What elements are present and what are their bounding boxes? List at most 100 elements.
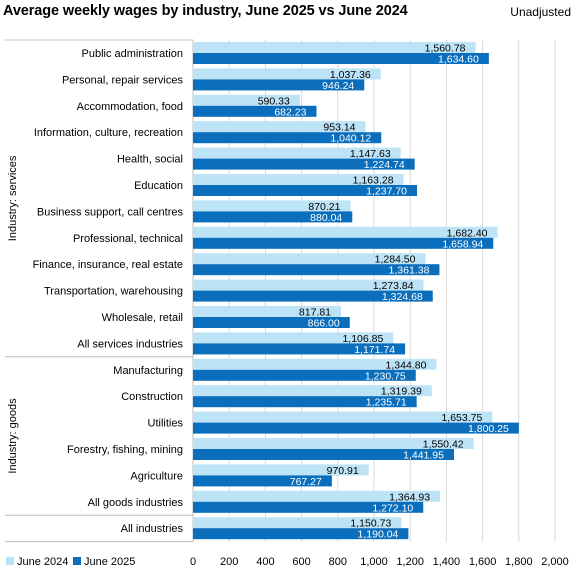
- data-label-june-2025: 866.00: [308, 318, 340, 330]
- category-label: Construction: [121, 391, 183, 403]
- data-label-june-2024: 1,560.78: [425, 43, 466, 55]
- data-label-june-2024: 1,653.75: [441, 412, 482, 424]
- data-label-june-2024: 1,147.63: [350, 148, 391, 160]
- bar-june-2025: [193, 343, 406, 355]
- bar-june-2025: [193, 237, 494, 249]
- data-label-june-2025: 1,230.75: [365, 370, 406, 382]
- category-label: Wholesale, retail: [102, 312, 183, 324]
- category-label: Personal, repair services: [62, 74, 184, 86]
- bar-june-2025: [193, 105, 317, 117]
- bar-june-2025: [193, 158, 415, 170]
- data-label-june-2024: 817.81: [299, 307, 331, 319]
- data-label-june-2024: 1,364.93: [389, 491, 430, 503]
- data-label-june-2025: 1,441.95: [403, 450, 444, 462]
- bar-june-2024: [193, 385, 432, 397]
- data-label-june-2025: 1,171.74: [354, 344, 395, 356]
- data-label-june-2024: 590.33: [258, 95, 290, 107]
- data-label-june-2024: 970.91: [327, 465, 359, 477]
- bar-june-2025: [193, 422, 519, 434]
- bar-june-2024: [193, 306, 342, 317]
- data-label-june-2025: 1,634.60: [438, 54, 479, 66]
- x-tick-label: 0: [190, 556, 196, 568]
- bar-june-2024: [193, 464, 369, 476]
- data-label-june-2025: 682.23: [274, 106, 306, 118]
- bar-june-2024: [193, 147, 401, 159]
- bar-june-2025: [193, 528, 409, 540]
- data-label-june-2024: 1,106.85: [342, 333, 383, 345]
- bar-june-2024: [193, 94, 300, 106]
- category-label: All services industries: [77, 338, 183, 350]
- data-label-june-2025: 1,361.38: [389, 265, 430, 277]
- bar-june-2025: [193, 369, 416, 381]
- data-label-june-2024: 870.21: [308, 201, 340, 213]
- category-label: Business support, call centres: [37, 206, 184, 218]
- data-label-june-2024: 1,344.80: [386, 359, 427, 371]
- x-tick-label: 1,800: [505, 556, 533, 568]
- data-label-june-2025: 1,324.68: [382, 291, 423, 303]
- x-tick-label: 800: [329, 556, 347, 568]
- data-label-june-2025: 1,235.71: [366, 397, 407, 409]
- category-label: Professional, technical: [73, 233, 183, 245]
- group-label: Industry: services: [7, 155, 19, 241]
- category-label: Public administration: [82, 48, 184, 60]
- bar-june-2025: [193, 185, 418, 196]
- bar-june-2024: [193, 332, 394, 344]
- chart-title: Average weekly wages by industry, June 2…: [3, 3, 408, 19]
- category-label: Information, culture, recreation: [34, 127, 183, 139]
- x-tick-label: 1,200: [396, 556, 424, 568]
- data-label-june-2025: 880.04: [310, 212, 342, 224]
- x-tick-label: 600: [292, 556, 310, 568]
- data-label-june-2024: 1,273.84: [373, 280, 414, 292]
- data-label-june-2025: 1,237.70: [366, 186, 407, 198]
- category-label: All industries: [121, 523, 184, 535]
- bar-june-2024: [193, 490, 441, 502]
- bar-june-2024: [193, 121, 366, 133]
- bar-june-2024: [193, 226, 498, 238]
- category-label: Health, social: [117, 154, 183, 166]
- bar-june-2024: [193, 42, 476, 53]
- data-label-june-2025: 1,272.10: [372, 502, 413, 514]
- x-tick-label: 400: [256, 556, 274, 568]
- data-label-june-2024: 1,319.39: [381, 386, 422, 398]
- group-label: Industry: goods: [7, 398, 19, 474]
- bar-june-2025: [193, 396, 417, 408]
- bar-june-2025: [193, 79, 365, 91]
- data-label-june-2024: 1,037.36: [330, 69, 371, 81]
- x-tick-label: 2,000: [541, 556, 569, 568]
- bar-june-2025: [193, 53, 489, 64]
- bar-june-2024: [193, 200, 351, 212]
- adjustment-label: Unadjusted: [510, 5, 571, 19]
- category-label: Forestry, fishing, mining: [67, 444, 183, 456]
- bar-june-2024: [193, 411, 493, 423]
- bar-june-2025: [193, 211, 353, 223]
- x-tick-label: 1,400: [433, 556, 461, 568]
- bar-june-2024: [193, 279, 424, 291]
- x-tick-label: 1,000: [360, 556, 388, 568]
- bar-june-2025: [193, 132, 382, 144]
- data-label-june-2025: 1,800.25: [468, 423, 509, 435]
- x-tick-label: 1,600: [469, 556, 497, 568]
- category-label: Education: [134, 180, 183, 192]
- category-label: Manufacturing: [113, 365, 183, 377]
- data-label-june-2025: 767.27: [290, 476, 322, 488]
- bar-june-2024: [193, 174, 404, 185]
- bar-june-2025: [193, 475, 332, 487]
- bar-june-2025: [193, 501, 424, 513]
- data-label-june-2024: 1,150.73: [350, 518, 391, 530]
- bar-june-2024: [193, 358, 437, 370]
- bar-june-2025: [193, 264, 440, 276]
- bar-june-2025: [193, 317, 350, 328]
- bar-june-2025: [193, 449, 454, 460]
- category-label: Finance, insurance, real estate: [33, 259, 183, 271]
- data-label-june-2025: 1,040.12: [330, 133, 371, 145]
- bar-june-2024: [193, 517, 402, 529]
- data-label-june-2024: 1,284.50: [375, 254, 416, 266]
- data-label-june-2025: 946.24: [322, 80, 354, 92]
- category-label: Accommodation, food: [77, 101, 183, 113]
- data-label-june-2025: 1,190.04: [358, 529, 399, 541]
- data-label-june-2024: 953.14: [323, 122, 355, 134]
- data-label-june-2024: 1,682.40: [447, 227, 488, 239]
- data-label-june-2025: 1,224.74: [364, 159, 405, 171]
- legend-label-june-2025: June 2025: [84, 556, 135, 568]
